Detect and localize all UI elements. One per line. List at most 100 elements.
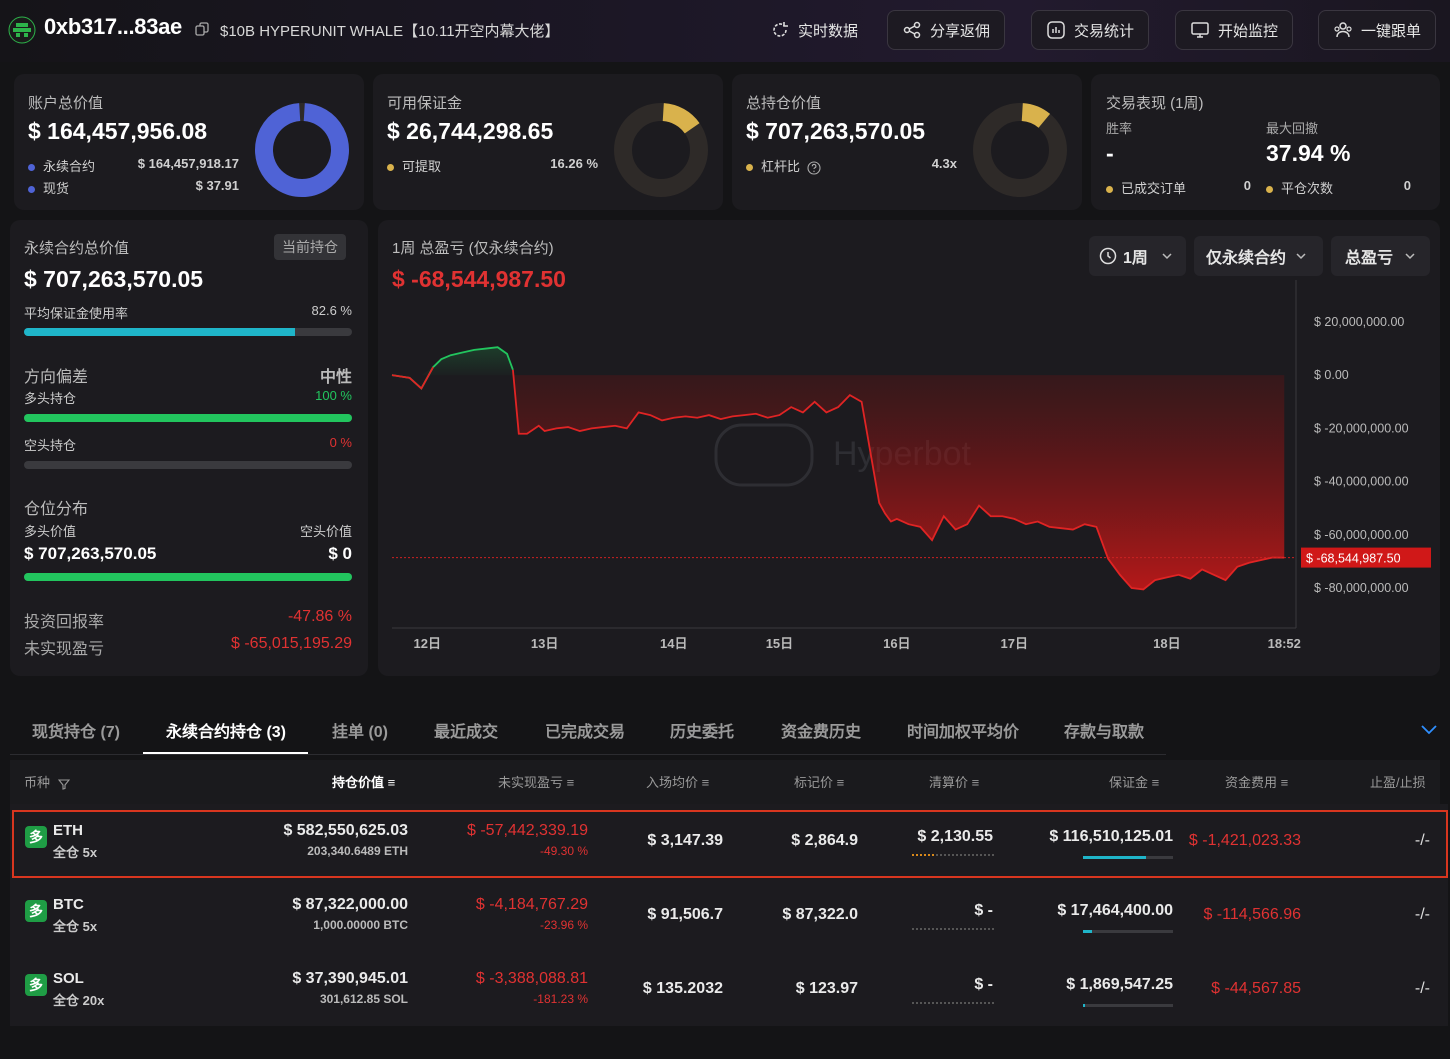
perp-label: 永续合约 bbox=[43, 159, 96, 174]
y-tick-label: $ -60,000,000.00 bbox=[1314, 528, 1409, 542]
pnl-chart-title: 1周 总盈亏 (仅永续合约) bbox=[392, 240, 554, 257]
period-select[interactable]: 1周 bbox=[1089, 236, 1186, 276]
drawdown-label: 最大回撤 bbox=[1266, 121, 1319, 136]
copy-trade-button[interactable]: 一键跟单 bbox=[1318, 10, 1437, 50]
distribution-bar bbox=[24, 573, 352, 581]
upnl-value: $ -65,015,195.29 bbox=[231, 635, 352, 652]
table-row[interactable]: 多 BTC 全仓 5x $ 87,322,000.00 1,000.00000 BTC $… bbox=[10, 882, 1448, 952]
liquidation-price: $ 2,130.55 bbox=[917, 828, 993, 845]
available-margin-title: 可用保证金 bbox=[387, 95, 463, 112]
expand-chevron-icon[interactable] bbox=[1420, 722, 1438, 736]
x-tick-label: 15日 bbox=[766, 636, 793, 651]
withdrawable-label: 可提取 bbox=[402, 159, 442, 174]
perp-dot bbox=[28, 164, 35, 172]
liq-column-header[interactable]: 清算价 ≡ bbox=[929, 772, 979, 791]
entry-column-header[interactable]: 入场均价 ≡ bbox=[646, 772, 709, 791]
total-position-value: $ 707,263,570.05 bbox=[746, 118, 926, 144]
long-side-badge: 多 bbox=[25, 900, 47, 922]
margin-column-header[interactable]: 保证金 ≡ bbox=[1109, 772, 1159, 791]
short-position-label: 空头持仓 bbox=[24, 438, 77, 453]
unrealized-pnl: $ -3,388,088.81 bbox=[475, 970, 588, 987]
perp-legend: 永续合约 bbox=[28, 156, 95, 175]
trade-stats-button[interactable]: 交易统计 bbox=[1031, 10, 1150, 50]
withdrawable-pct: 16.26 % bbox=[550, 156, 598, 171]
share-referral-button[interactable]: 分享返佣 bbox=[887, 10, 1006, 50]
coin-column-header[interactable]: 币种 bbox=[24, 772, 70, 791]
copy-icon[interactable] bbox=[195, 22, 209, 36]
margin-mode: 全仓 5x bbox=[53, 919, 98, 934]
margin-usage-pct: 82.6 % bbox=[311, 303, 352, 318]
margin-usage-bar bbox=[24, 328, 352, 336]
perp-summary-panel: 永续合约总价值 当前持仓 $ 707,263,570.05 平均保证金使用率 8… bbox=[10, 220, 368, 676]
x-tick-label: 14日 bbox=[660, 636, 687, 651]
distribution-label: 仓位分布 bbox=[24, 501, 89, 518]
short-position-pct: 0 % bbox=[329, 435, 352, 450]
liq-distance-track bbox=[912, 854, 994, 856]
closed-count-label: 平仓次数 bbox=[1281, 181, 1334, 196]
margin-usage-fill bbox=[24, 328, 295, 336]
tab-6[interactable]: 资金费历史 bbox=[781, 724, 862, 741]
tpsl-value: -/- bbox=[1414, 906, 1430, 923]
tab-5[interactable]: 历史委托 bbox=[670, 724, 735, 741]
value-column-header[interactable]: 持仓价值 ≡ bbox=[332, 772, 395, 791]
tpsl-column-header: 止盈/止损 bbox=[1370, 775, 1426, 790]
tab-8[interactable]: 存款与取款 bbox=[1064, 724, 1145, 741]
mark-header-label: 标记价 bbox=[794, 775, 834, 790]
tpsl-value: -/- bbox=[1414, 832, 1430, 849]
long-value: $ 707,263,570.05 bbox=[24, 544, 157, 563]
coin-symbol: ETH bbox=[53, 822, 83, 839]
sort-icon: ≡ bbox=[971, 775, 980, 790]
unrealized-pnl-pct: -49.30 % bbox=[539, 844, 588, 858]
margin-bar bbox=[1083, 856, 1173, 859]
table-row[interactable]: 多 ETH 全仓 5x $ 582,550,625.03 203,340.6489 ET… bbox=[10, 808, 1448, 878]
pnl-chart[interactable]: Hyperbot$ 20,000,000.00$ 0.00$ -20,000,0… bbox=[378, 280, 1440, 670]
mark-column-header[interactable]: 标记价 ≡ bbox=[794, 772, 844, 791]
share-referral-label: 分享返佣 bbox=[930, 22, 991, 40]
y-tick-label: $ -40,000,000.00 bbox=[1314, 475, 1409, 489]
tab-2[interactable]: 挂单 (0) bbox=[332, 724, 389, 741]
margin-donut bbox=[614, 103, 708, 197]
start-monitor-button[interactable]: 开始监控 bbox=[1175, 10, 1294, 50]
long-position-label: 多头持仓 bbox=[24, 391, 77, 406]
winrate-value: - bbox=[1106, 140, 1114, 166]
unrealized-pnl: $ -57,442,339.19 bbox=[467, 822, 588, 839]
perp-total-value: $ 707,263,570.05 bbox=[24, 266, 204, 292]
tab-3[interactable]: 最近成交 bbox=[434, 724, 499, 741]
tab-4[interactable]: 已完成交易 bbox=[545, 724, 626, 741]
metric-select[interactable]: 总盈亏 bbox=[1331, 236, 1430, 276]
help-icon[interactable] bbox=[807, 161, 821, 175]
tab-1[interactable]: 永续合约持仓 (3) bbox=[166, 724, 287, 741]
filter-icon[interactable] bbox=[57, 778, 70, 790]
margin-mode: 全仓 20x bbox=[53, 993, 105, 1008]
scope-select[interactable]: 仅永续合约 bbox=[1194, 236, 1323, 276]
position-tabs: 现货持仓 (7) 永续合约持仓 (3) 挂单 (0) 最近成交 已完成交易 历史委托 资金费… bbox=[10, 700, 1440, 756]
margin-amount: $ 17,464,400.00 bbox=[1057, 902, 1173, 919]
realtime-data-button[interactable]: 实时数据 bbox=[770, 10, 858, 50]
upnl-column-header[interactable]: 未实现盈亏 ≡ bbox=[498, 772, 574, 791]
short-value-label: 空头价值 bbox=[299, 524, 352, 539]
funding-fee: $ -114,566.96 bbox=[1203, 906, 1301, 923]
drawdown-value: 37.94 % bbox=[1266, 140, 1351, 166]
coin-symbol: BTC bbox=[53, 896, 84, 913]
funding-column-header[interactable]: 资金费用 ≡ bbox=[1225, 772, 1288, 791]
sort-icon: ≡ bbox=[566, 775, 575, 790]
margin-bar-fill bbox=[1083, 856, 1146, 859]
monitor-icon bbox=[1191, 22, 1209, 38]
long-side-badge: 多 bbox=[25, 974, 47, 996]
table-row[interactable]: 多 SOL 全仓 20x $ 37,390,945.01 301,612.85 SOL $… bbox=[10, 956, 1448, 1026]
tab-0[interactable]: 现货持仓 (7) bbox=[32, 724, 121, 741]
account-value: $ 164,457,956.08 bbox=[28, 118, 208, 144]
liquidation-price: $ - bbox=[974, 976, 993, 993]
leverage-value: 4.3x bbox=[931, 156, 957, 171]
available-margin-card: 可用保证金 $ 26,744,298.65 可提取 16.26 % bbox=[373, 74, 723, 210]
current-position-tag[interactable]: 当前持仓 bbox=[274, 234, 346, 260]
tab-7[interactable]: 时间加权平均价 bbox=[907, 724, 1020, 741]
coin-header-label: 币种 bbox=[24, 775, 51, 790]
roi-value: -47.86 % bbox=[287, 608, 352, 625]
pnl-chart-value: $ -68,544,987.50 bbox=[392, 266, 566, 292]
sort-icon: ≡ bbox=[1151, 775, 1160, 790]
margin-bar-fill bbox=[1083, 930, 1092, 933]
x-tick-label: 18:52 bbox=[1268, 636, 1301, 651]
donut-track bbox=[973, 103, 1067, 197]
leverage-legend: 杠杆比 bbox=[746, 156, 821, 175]
